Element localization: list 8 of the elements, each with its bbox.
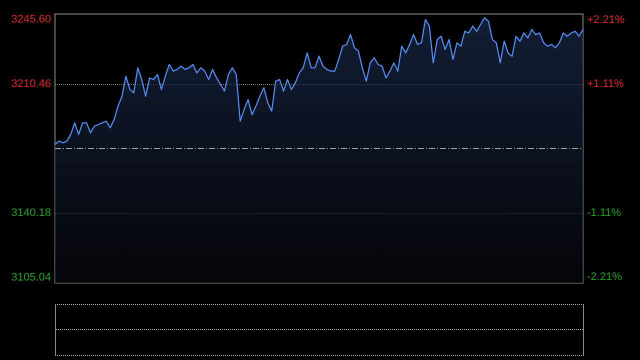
- y2-tick-label: +1.11%: [587, 78, 624, 90]
- y-tick-label: 3245.60: [11, 14, 51, 26]
- y2-tick-label: -2.21%: [587, 271, 622, 284]
- y2-tick-label: -1.11%: [587, 207, 622, 220]
- y-tick-label: 3210.46: [11, 78, 51, 90]
- y2-tick-label: +2.21%: [587, 14, 625, 26]
- y-tick-label: 3140.18: [11, 206, 51, 219]
- y-tick-label: 3105.04: [11, 271, 51, 284]
